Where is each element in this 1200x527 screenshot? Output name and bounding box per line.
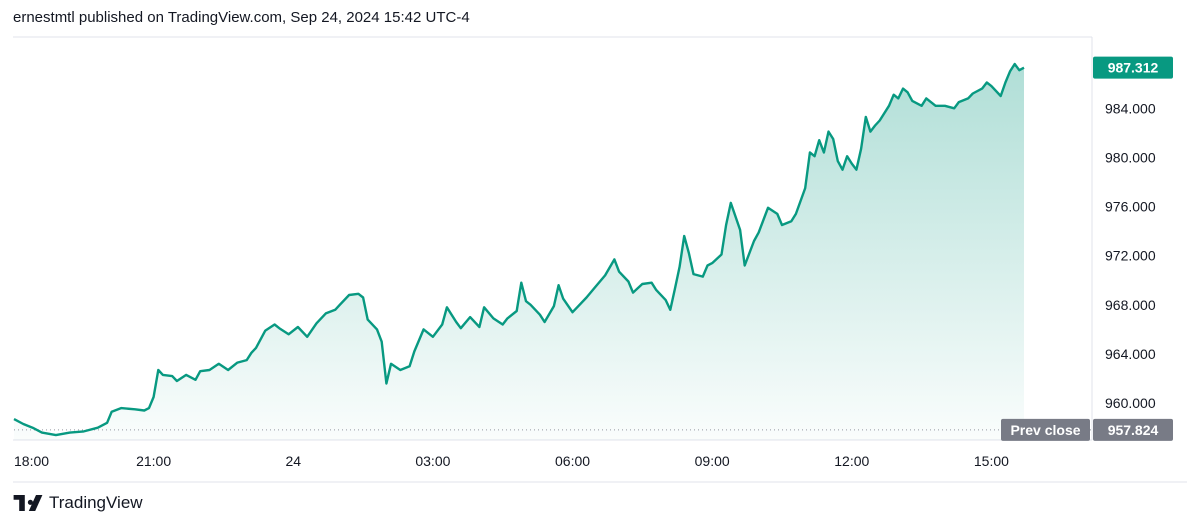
y-tick-label: 968.000 [1105, 297, 1156, 313]
publish-info: ernestmtl published on TradingView.com, … [13, 9, 470, 26]
tradingview-brand: TradingView [49, 493, 143, 512]
y-tick-label: 984.000 [1105, 100, 1156, 116]
y-tick-label: 972.000 [1105, 248, 1156, 264]
x-tick-label: 03:00 [415, 453, 450, 469]
footer: TradingView [13, 492, 143, 514]
y-tick-label: 980.000 [1105, 149, 1156, 165]
x-tick-label: 18:00 [14, 453, 49, 469]
x-tick-label: 24 [285, 453, 301, 469]
x-tick-label: 15:00 [974, 453, 1009, 469]
prev-close-label: Prev close [1010, 422, 1080, 438]
price-area-fill [14, 64, 1024, 440]
y-tick-label: 976.000 [1105, 199, 1156, 215]
y-tick-label: 960.000 [1105, 395, 1156, 411]
price-line [13, 62, 1025, 437]
y-tick-label: 964.000 [1105, 346, 1156, 362]
prev-close-badge: Prev close 957.824 [1001, 418, 1173, 441]
tradingview-logo-icon [13, 495, 43, 511]
x-tick-label: 09:00 [695, 453, 730, 469]
x-tick-label: 06:00 [555, 453, 590, 469]
last-price-badge: 987.312 [1093, 56, 1173, 79]
x-tick-label: 12:00 [834, 453, 869, 469]
prev-close-value: 957.824 [1108, 422, 1159, 438]
x-tick-label: 21:00 [136, 453, 171, 469]
last-price-value: 987.312 [1108, 60, 1159, 76]
